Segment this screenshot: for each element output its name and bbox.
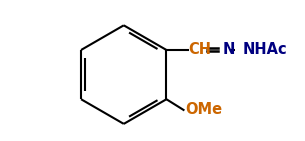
Text: CH: CH bbox=[188, 42, 211, 58]
Text: OMe: OMe bbox=[185, 102, 222, 117]
Text: N: N bbox=[222, 42, 235, 58]
Text: NHAc: NHAc bbox=[243, 42, 287, 58]
